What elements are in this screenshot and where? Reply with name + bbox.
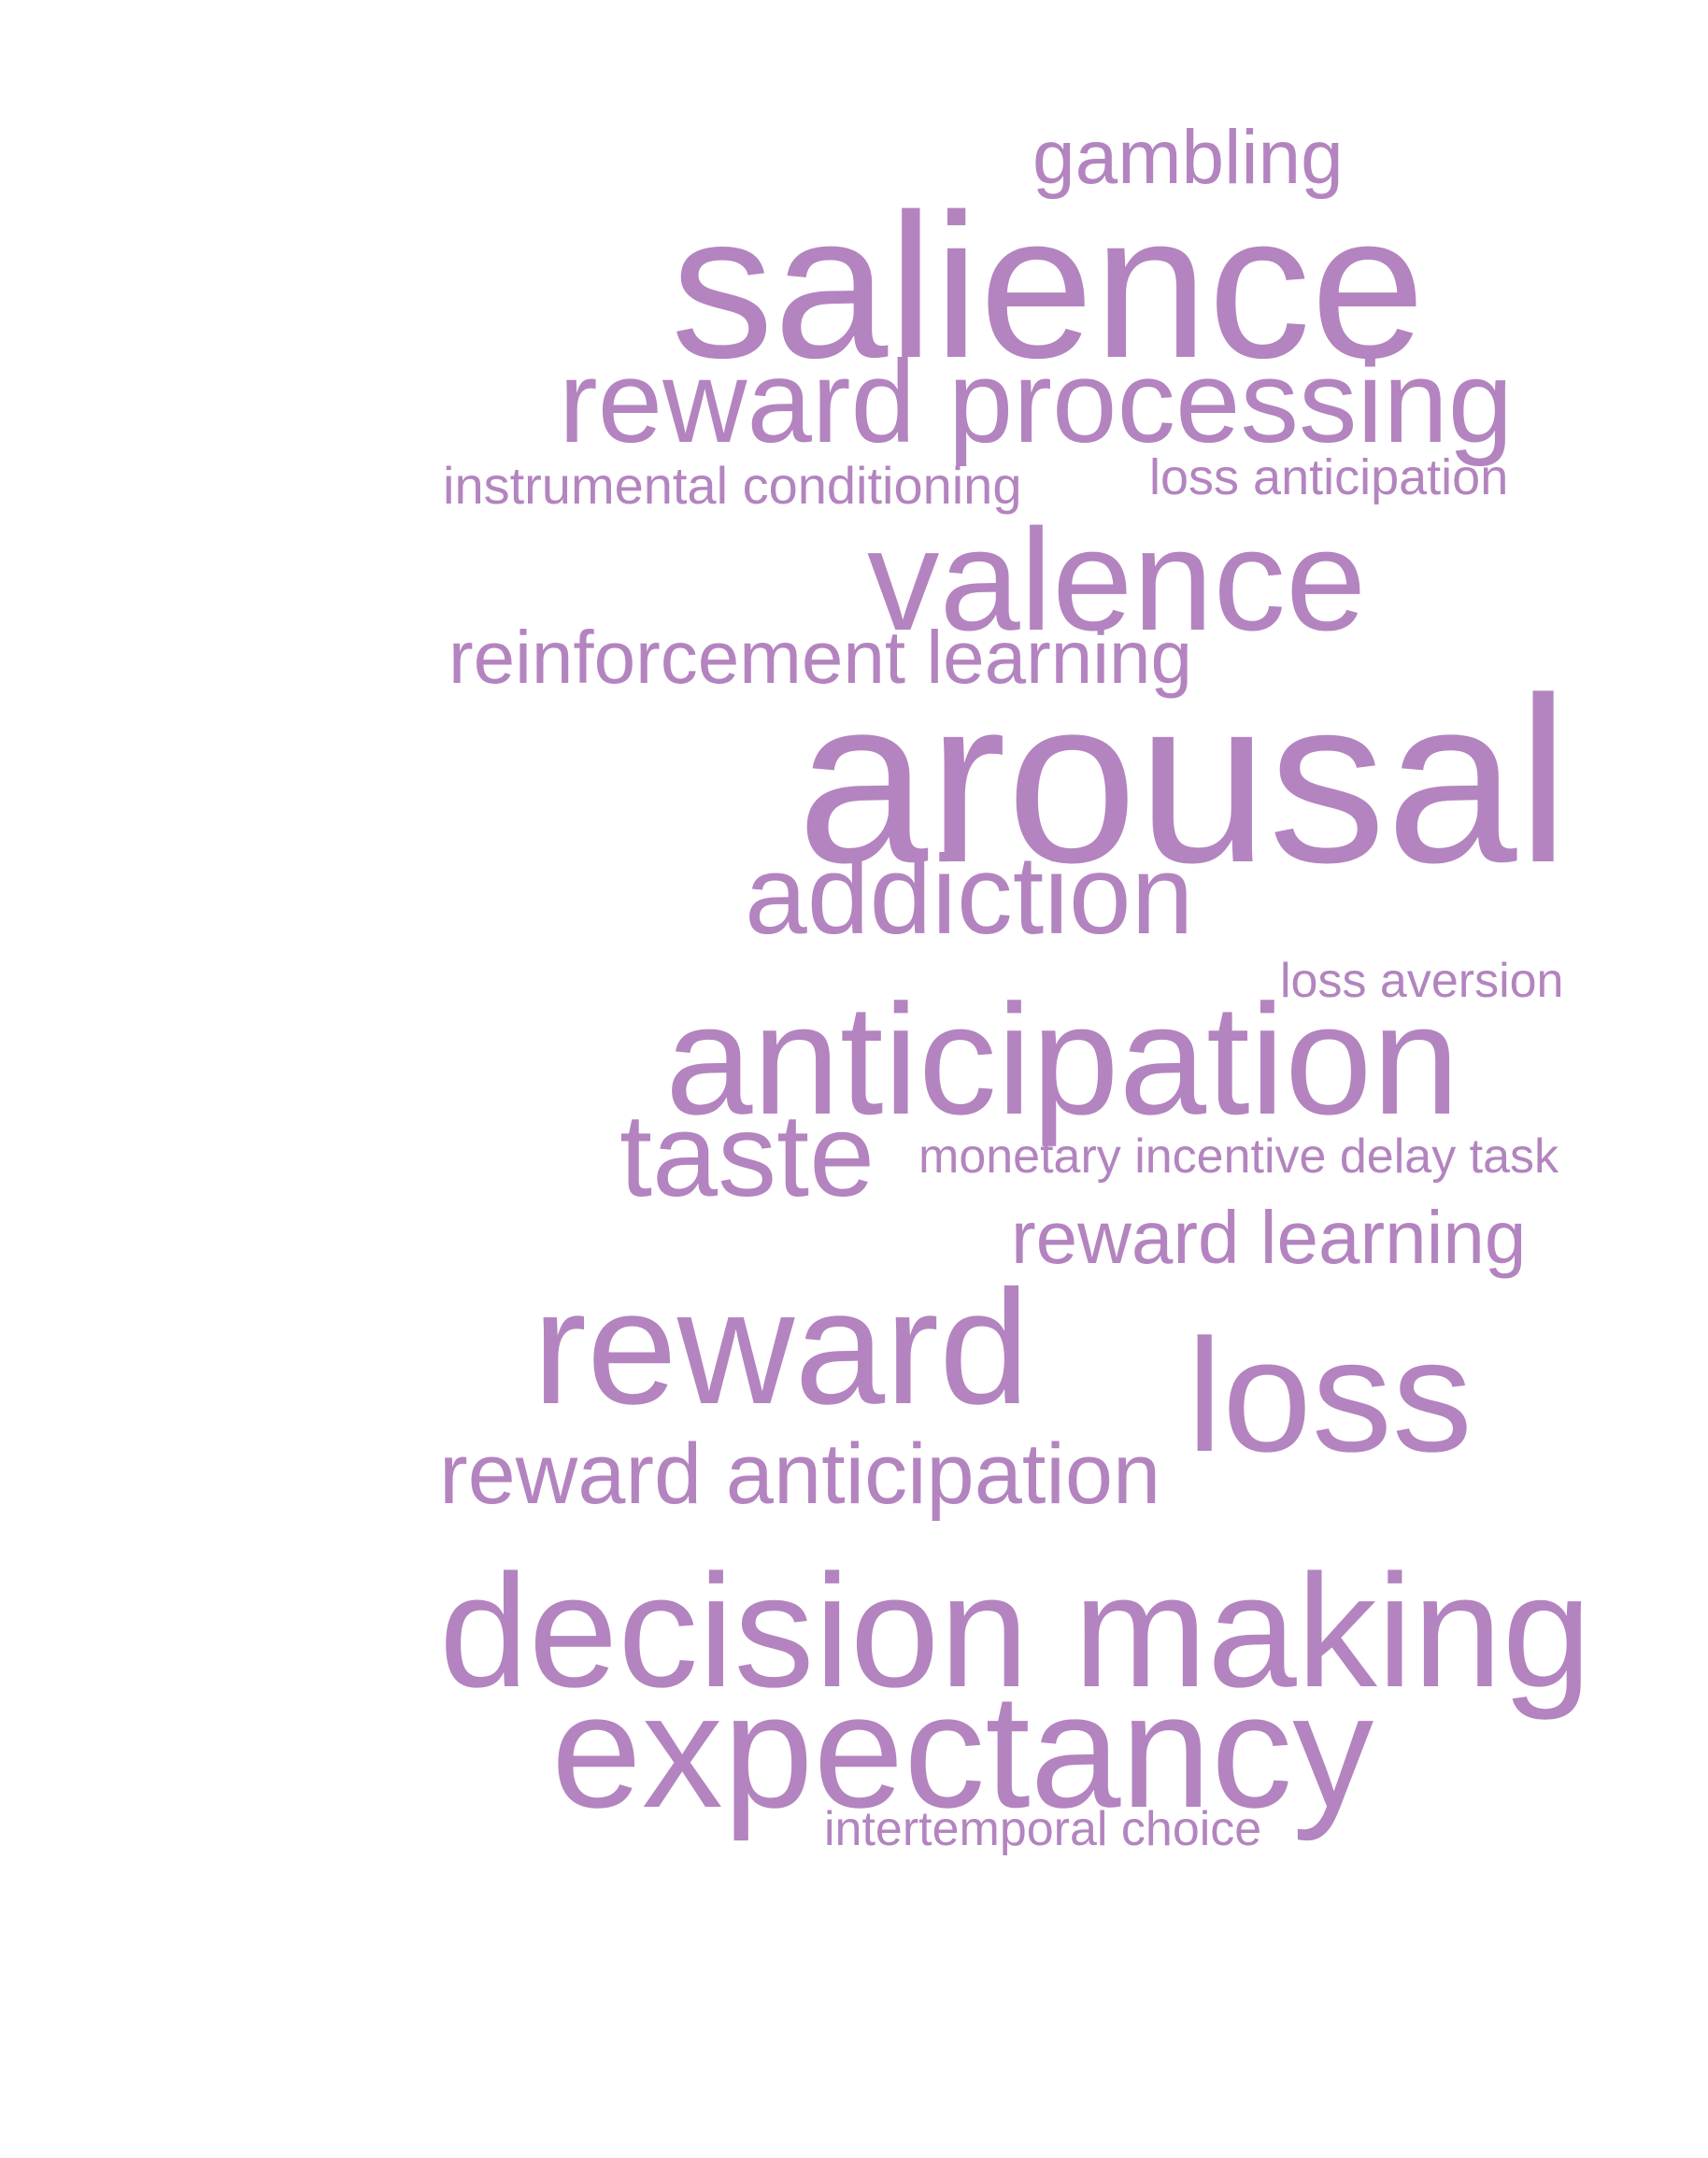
word-reward-learning: reward learning: [1011, 1196, 1527, 1279]
word-reward-anticipation: reward anticipation: [439, 1427, 1161, 1522]
word-gambling: gambling: [1032, 115, 1344, 200]
word-instrumental-conditioning: instrumental conditioning: [443, 456, 1022, 515]
word-loss-anticipation: loss anticipation: [1149, 449, 1509, 505]
word-loss-aversion: loss aversion: [1280, 954, 1564, 1008]
word-loss: loss: [1187, 1306, 1473, 1485]
word-salience: salience: [671, 171, 1426, 401]
word-reinforcement-learning: reinforcement learning: [448, 616, 1192, 699]
word-addiction: addiction: [745, 832, 1194, 958]
word-anticipation: anticipation: [665, 972, 1459, 1147]
word-reward-processing: reward processing: [559, 337, 1514, 467]
word-arousal: arousal: [797, 649, 1570, 912]
word-intertemporal-choice: intertemporal choice: [824, 1802, 1262, 1856]
word-expectancy: expectancy: [551, 1659, 1374, 1841]
word-valence: valence: [867, 499, 1367, 660]
word-monetary-incentive-delay-task: monetary incentive delay task: [918, 1129, 1559, 1184]
word-decision-making: decision making: [439, 1541, 1592, 1721]
word-taste: taste: [619, 1089, 875, 1221]
word-reward: reward: [533, 1256, 1030, 1438]
